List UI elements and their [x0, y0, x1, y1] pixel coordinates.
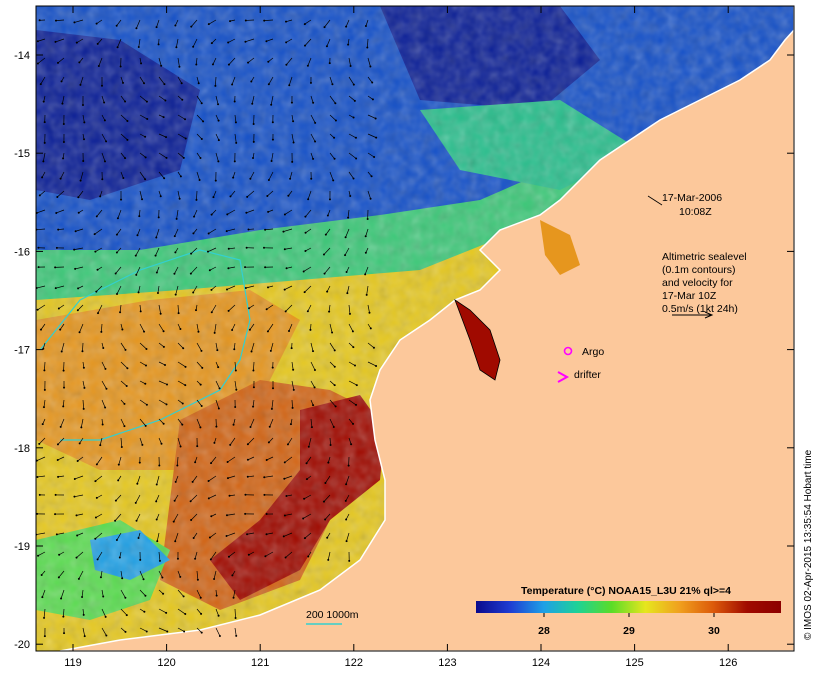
lon-tick-label: 120: [157, 657, 175, 669]
isobath-200m: [39, 249, 251, 441]
altimetry-line4: 17-Mar 10Z: [662, 290, 717, 302]
colorbar-bar: [476, 601, 781, 613]
date-line2: 10:08Z: [679, 206, 712, 218]
velocity-arrows: [36, 19, 378, 638]
lon-tick-label: 121: [251, 657, 269, 669]
lon-tick-label: 122: [345, 657, 363, 669]
date-pointer: [647, 195, 663, 206]
lon-tick-label: 125: [625, 657, 643, 669]
date-line1: 17-Mar-2006: [662, 192, 722, 204]
scale-arrow: [672, 311, 714, 319]
isobath-label: 200 1000m: [306, 609, 359, 621]
lat-tick-label: -17: [14, 345, 30, 357]
lon-tick-label: 124: [532, 657, 550, 669]
argo-label: Argo: [582, 346, 604, 358]
lat-tick-label: -19: [14, 541, 30, 553]
lat-tick-label: -18: [14, 443, 30, 455]
bay-warm-patch: [540, 220, 580, 275]
colorbar-title: Temperature (°C) NOAA15_L3U 21% ql>=4: [521, 585, 731, 597]
lon-tick-label: 119: [64, 657, 82, 669]
lat-tick-label: -15: [14, 148, 30, 160]
lon-tick-label: 126: [719, 657, 737, 669]
colorbar-tick-label: 30: [708, 625, 720, 637]
lon-axis: 119 120 121 122 123 124 125 126: [64, 6, 737, 669]
altimetry-line1: Altimetric sealevel: [662, 251, 747, 263]
lat-tick-label: -14: [14, 50, 30, 62]
altimetry-line3: and velocity for: [662, 277, 733, 289]
altimetry-line5: 0.5m/s (1kt 24h): [662, 303, 738, 315]
lat-axis: -14 -15 -16 -17 -18 -19 -20: [14, 50, 794, 651]
drifter-symbol: [557, 371, 570, 383]
colorbar: Temperature (°C) NOAA15_L3U 21% ql>=4 28…: [476, 585, 781, 637]
altimetry-line2: (0.1m contours): [662, 264, 736, 276]
lon-tick-label: 123: [438, 657, 456, 669]
lat-tick-label: -20: [14, 639, 30, 651]
colorbar-tick-label: 29: [623, 625, 635, 637]
land-australia: [59, 6, 794, 651]
credit-line: © IMOS 02-Apr-2015 13:35:54 Hobart time: [803, 449, 814, 640]
colorbar-tick-label: 28: [538, 625, 550, 637]
lat-tick-label: -16: [14, 246, 30, 258]
kimberley-coast-detail: [454, 298, 501, 381]
argo-symbol: [563, 346, 573, 356]
drifter-label: drifter: [574, 369, 601, 381]
colorbar-ticks: 28 29 30: [538, 613, 720, 637]
plot-frame: [35, 5, 795, 652]
plot-area: [36, 6, 794, 651]
